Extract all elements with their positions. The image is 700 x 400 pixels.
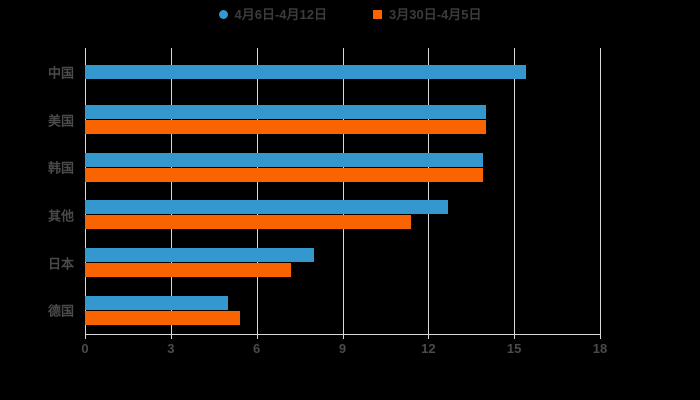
bar[interactable] <box>85 200 449 215</box>
x-tick-label: 12 <box>421 341 436 356</box>
bar[interactable] <box>85 64 526 79</box>
gridline <box>170 48 172 334</box>
x-tick-label: 18 <box>592 341 608 356</box>
bar[interactable] <box>85 263 291 277</box>
y-axis-category-label: 其他 <box>47 208 74 224</box>
x-tick-mark <box>428 334 430 339</box>
y-axis-category-label: 德国 <box>47 303 74 319</box>
bar[interactable] <box>85 120 486 134</box>
gridline <box>514 48 516 334</box>
legend-item-series-1[interactable]: 4月6日-4月12日 <box>218 7 327 22</box>
plot-area <box>85 48 601 334</box>
x-tick-label: 6 <box>253 341 261 356</box>
x-tick-label: 3 <box>167 341 175 356</box>
legend-circle-marker-icon <box>218 10 228 19</box>
y-axis-category-label: 韩国 <box>47 160 74 176</box>
x-tick-mark <box>342 334 344 339</box>
bar[interactable] <box>85 167 483 182</box>
x-tick-mark <box>85 334 86 339</box>
y-axis-category-label: 美国 <box>47 113 74 128</box>
legend-label-series-2: 3月30日-4月5日 <box>389 7 482 22</box>
legend-label-series-1: 4月6日-4月12日 <box>234 7 327 22</box>
chart-legend: 4月6日-4月12日 3月30日-4月5日 <box>0 8 700 21</box>
bar[interactable] <box>85 248 314 262</box>
x-tick-mark <box>256 334 258 339</box>
gridline <box>428 48 430 334</box>
y-axis-category-label: 中国 <box>47 65 74 81</box>
x-tick-label: 15 <box>506 341 522 356</box>
legend-item-series-2[interactable]: 3月30日-4月5日 <box>373 8 481 21</box>
x-tick-mark <box>170 334 172 339</box>
x-tick-mark <box>514 334 516 339</box>
x-tick-label: 9 <box>338 341 347 356</box>
bar[interactable] <box>85 310 240 325</box>
gridline <box>600 48 601 334</box>
bar[interactable] <box>85 295 229 310</box>
x-tick-label: 0 <box>81 341 89 356</box>
legend-square-marker-icon <box>373 10 382 19</box>
x-tick-mark <box>600 334 601 339</box>
bar[interactable] <box>85 152 483 167</box>
gridline <box>85 48 86 334</box>
y-axis-category-label: 日本 <box>47 256 74 271</box>
gridline <box>256 48 258 334</box>
bar[interactable] <box>85 215 412 230</box>
gridline <box>342 48 344 334</box>
bar[interactable] <box>85 105 486 119</box>
